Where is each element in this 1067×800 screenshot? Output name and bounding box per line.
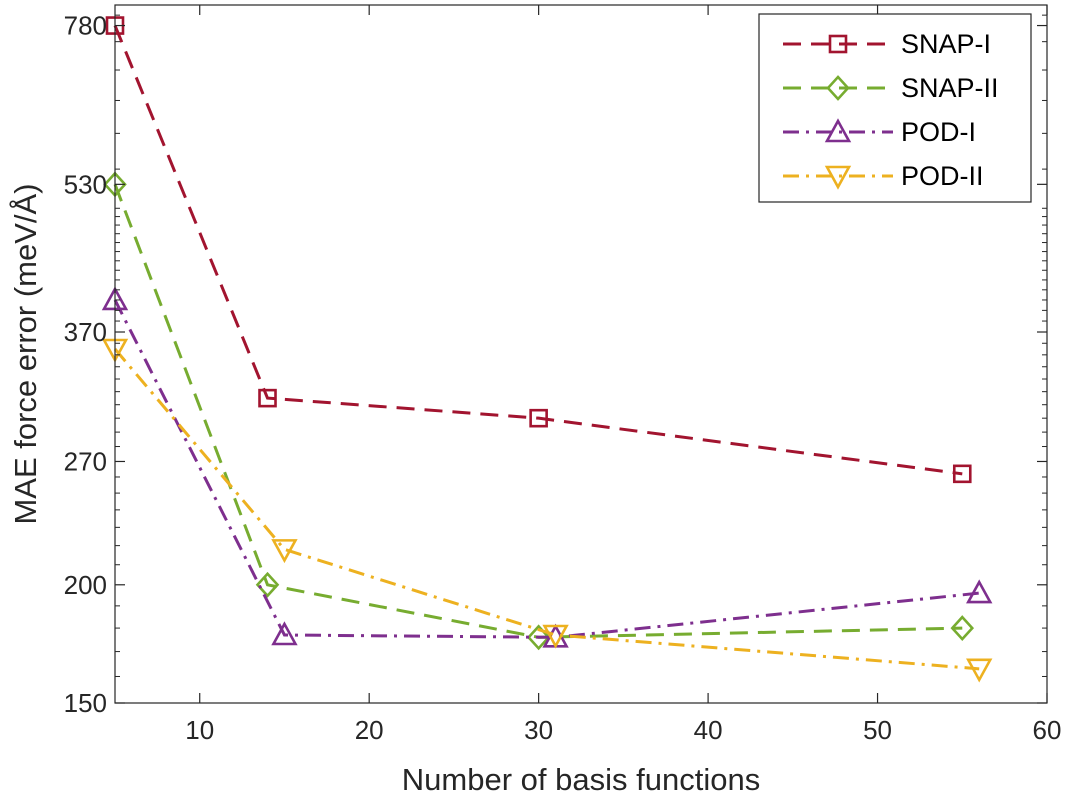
data-point-snap-ii [255,571,280,598]
y-axis-title: MAE force error (meV/Å) [8,183,43,524]
data-point-snap-i [529,408,548,428]
axis-ticks [115,5,1048,704]
legend-marker [826,75,850,101]
y-tick-label: 150 [64,688,107,718]
y-tick-label: 270 [64,446,107,476]
y-tick-label: 200 [64,570,107,600]
x-tick-label: 30 [524,715,553,745]
x-tick-label: 50 [863,715,892,745]
data-point-pod-ii [966,658,993,683]
y-tick-label: 530 [64,169,107,199]
tick-labels: 10 20 30 40 50 60 150 200 270 370 530 780 [64,11,1062,745]
legend-label: SNAP-II [901,73,999,103]
data-point-snap-ii [950,615,975,642]
x-axis-title: Number of basis functions [402,762,760,797]
data-point-snap-i [258,388,277,408]
data-point-snap-i [952,464,972,484]
data-point-pod-ii [271,539,298,564]
series-line-snap-ii [113,183,963,639]
series-line-pod-i [113,299,980,639]
legend: SNAP-I SNAP-II POD-I POD-II [758,13,1032,203]
x-tick-label: 60 [1033,715,1062,745]
legend-label: POD-I [901,117,976,147]
legend-marker [828,34,848,54]
y-tick-label: 780 [64,11,107,41]
data-point-pod-ii [542,624,569,649]
x-tick-label: 40 [694,715,723,745]
data-point-pod-i [966,579,993,604]
x-tick-label: 20 [355,715,384,745]
legend-marker [824,165,852,190]
y-tick-label: 370 [64,317,107,347]
x-tick-label: 10 [185,715,214,745]
series-line-snap-i [113,24,963,476]
legend-box [758,13,1032,203]
legend-label: POD-II [901,161,984,191]
plot-frame [114,4,1048,704]
series-line-pod-ii [113,348,980,671]
legend-marker [824,118,852,143]
data-point-pod-i [271,621,298,646]
legend-label: SNAP-I [901,29,991,59]
data-point-snap-ii [526,624,551,651]
